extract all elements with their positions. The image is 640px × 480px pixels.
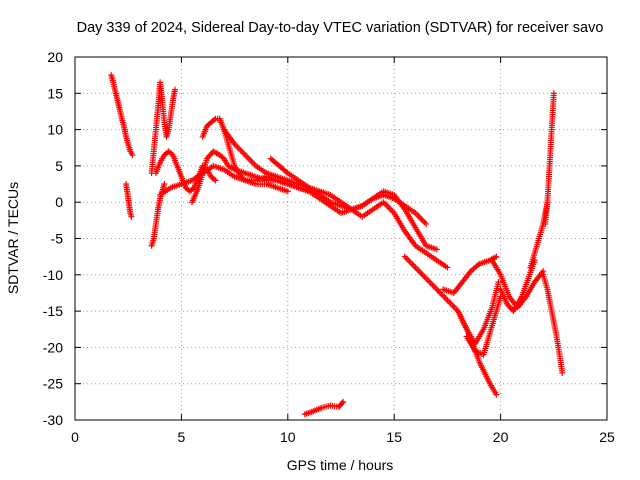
y-tick-label: 5 [55,158,63,174]
data-point-marker [340,398,347,405]
x-tick-label: 10 [280,429,296,445]
data-point-marker [129,152,136,159]
data-point-marker [444,264,451,271]
data-point-marker [339,400,346,407]
data-point-marker [559,369,566,376]
y-tick-label: -20 [43,339,63,355]
axis-ticks: 0 5 10 15 20 25 -30 -25 -20 -15 -10 -5 0 5 10 15 20 [43,49,615,445]
chart-title: Day 339 of 2024, Sidereal Day-to-day VTE… [77,20,604,36]
x-tick-label: 25 [599,429,615,445]
y-tick-label: -30 [43,412,63,428]
x-tick-label: 0 [71,429,79,445]
data-point-marker [495,279,502,286]
data-point-marker [172,86,179,93]
y-tick-label: -25 [43,376,63,392]
data-point-marker [493,253,500,260]
data-point-marker [212,177,219,184]
x-axis-label: GPS time / hours [287,457,394,473]
data-point-marker [550,90,557,97]
data-point-marker [433,246,440,253]
y-tick-label: 0 [55,194,63,210]
data-points [108,72,566,418]
y-tick-label: 20 [47,49,63,65]
data-point-marker [423,220,430,227]
x-tick-label: 20 [493,429,509,445]
data-point-marker [128,213,135,220]
y-tick-label: -15 [43,303,63,319]
x-tick-label: 15 [386,429,402,445]
data-point-marker [493,391,500,398]
y-tick-label: 15 [47,85,63,101]
data-point-marker [284,188,291,195]
y-tick-label: -10 [43,267,63,283]
data-point-marker [161,181,168,188]
y-tick-label: 10 [47,122,63,138]
y-tick-label: -5 [51,231,64,247]
x-tick-label: 5 [178,429,186,445]
y-axis-label: SDTVAR / TECUs [5,182,21,294]
grid-lines [75,57,607,420]
